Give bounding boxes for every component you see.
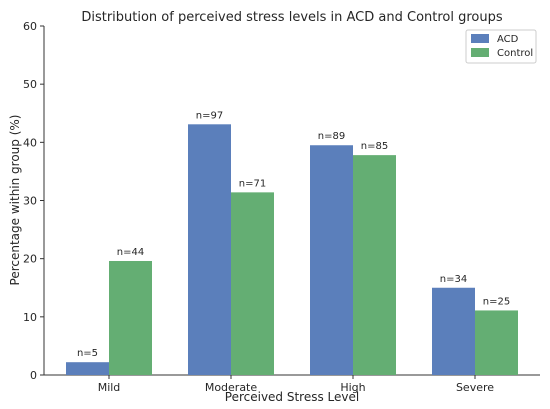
x-tick-label: High bbox=[340, 381, 365, 394]
y-tick-label: 40 bbox=[23, 136, 37, 149]
legend-label-acd: ACD bbox=[497, 34, 519, 45]
bar-acd-severe bbox=[432, 287, 475, 375]
legend: ACD Control bbox=[465, 29, 537, 64]
bar-acd-moderate bbox=[188, 124, 231, 375]
chart-title: Distribution of perceived stress levels … bbox=[81, 10, 503, 25]
bar-control-mild bbox=[109, 260, 152, 375]
bar-data-label: n=85 bbox=[361, 141, 388, 152]
bar-data-label: n=97 bbox=[196, 110, 223, 121]
y-tick-label: 60 bbox=[23, 20, 37, 33]
bar-acd-mild bbox=[66, 362, 109, 375]
x-axis-label: Perceived Stress Level bbox=[225, 390, 359, 404]
x-tick-label: Mild bbox=[98, 381, 121, 394]
bar-acd-high bbox=[310, 145, 353, 375]
x-tick-label: Severe bbox=[456, 381, 494, 394]
y-tick-label: 30 bbox=[23, 195, 37, 208]
y-axis-label: Percentage within group (%) bbox=[8, 115, 22, 286]
bar-data-label: n=25 bbox=[483, 296, 510, 307]
legend-swatch-control bbox=[471, 48, 489, 57]
bar-data-label: n=44 bbox=[117, 247, 144, 258]
bar-control-severe bbox=[475, 310, 518, 375]
y-ticks: 0 10 20 30 40 50 60 bbox=[23, 20, 44, 382]
x-tick-label: Moderate bbox=[205, 381, 258, 394]
data-labels: n=5 n=44 n=97 n=71 n=89 n=85 n=34 n=25 bbox=[77, 110, 510, 359]
x-ticks: Mild Moderate High Severe bbox=[98, 375, 494, 394]
y-tick-label: 20 bbox=[23, 253, 37, 266]
bar-control-high bbox=[353, 155, 396, 375]
bar-data-label: n=89 bbox=[318, 131, 345, 142]
legend-label-control: Control bbox=[497, 48, 533, 59]
bars bbox=[66, 124, 518, 375]
bar-data-label: n=34 bbox=[440, 274, 467, 285]
legend-swatch-acd bbox=[471, 34, 489, 43]
y-tick-label: 10 bbox=[23, 311, 37, 324]
bar-data-label: n=71 bbox=[239, 178, 266, 189]
bar-control-moderate bbox=[231, 192, 274, 375]
bar-data-label: n=5 bbox=[77, 348, 98, 359]
y-tick-label: 50 bbox=[23, 78, 37, 91]
y-tick-label: 0 bbox=[30, 369, 37, 382]
